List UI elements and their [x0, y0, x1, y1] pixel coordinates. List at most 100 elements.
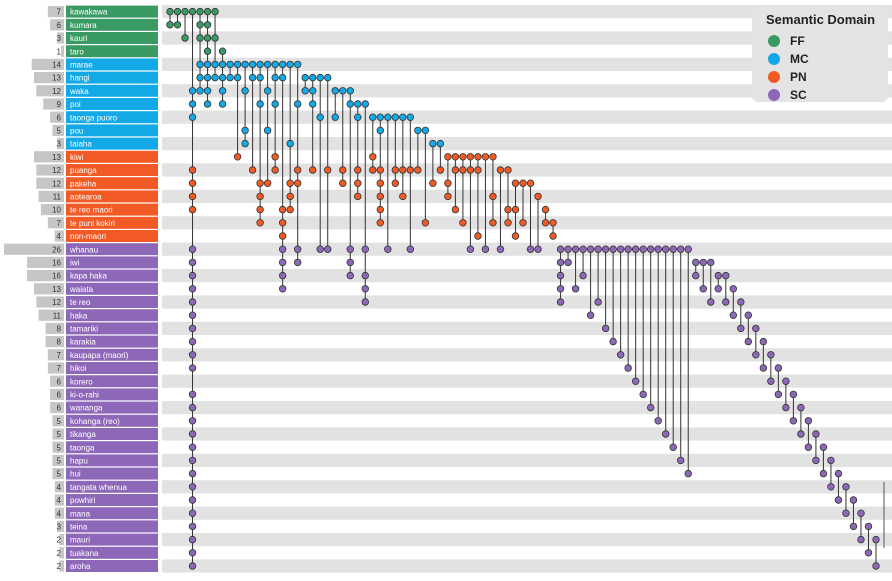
intersection-dot [324, 73, 332, 82]
term-bar-te-puni-kokiri [66, 216, 158, 229]
row-stripe [162, 427, 892, 441]
term-label-puanga: puanga [70, 166, 97, 175]
intersection-dot [263, 60, 272, 69]
term-bar-korero [66, 375, 158, 388]
term-bar-hui [66, 467, 158, 480]
intersection-dot [459, 166, 467, 174]
term-label-kawakawa: kawakawa [70, 8, 108, 17]
intersection-column [406, 113, 415, 253]
intersection-dot [233, 60, 242, 69]
intersection-dot [646, 245, 655, 253]
term-label-whanau: whanau [69, 245, 98, 254]
intersection-column [857, 509, 865, 544]
intersection-column [624, 245, 632, 372]
legend: Semantic Domain FF MC PN SC [752, 6, 888, 102]
count-bar-aroha [59, 560, 64, 572]
intersection-dot [271, 60, 279, 69]
intersection-dot [459, 153, 467, 161]
intersection-dot [519, 219, 527, 227]
intersection-dot [699, 258, 707, 267]
term-bar-kaupapa-maori [66, 348, 158, 361]
intersection-dot [662, 245, 670, 253]
term-label-tangata-whenua: tangata whenua [70, 483, 127, 492]
intersection-dot [181, 34, 189, 42]
legend-title: Semantic Domain [766, 12, 876, 27]
intersection-dot [406, 113, 415, 121]
count-bar-tuakana [59, 547, 64, 559]
row-stripe [162, 348, 892, 362]
count-label-tuakana: 2 [57, 549, 62, 558]
intersection-dot [188, 430, 197, 438]
term-label-taonga: taonga [70, 443, 95, 452]
term-bar-pou [66, 124, 158, 137]
intersection-dot [361, 298, 369, 306]
intersection-column [361, 100, 369, 306]
count-label-te-reo: 12 [52, 298, 61, 307]
intersection-dot [504, 219, 512, 227]
intersection-dot [309, 87, 317, 95]
intersection-dot [729, 311, 737, 319]
intersection-column [849, 496, 858, 531]
intersection-dot [361, 100, 369, 108]
intersection-column [241, 60, 249, 148]
term-label-hangi: hangi [70, 74, 90, 83]
intersection-dot [804, 417, 813, 425]
intersection-column [737, 298, 745, 333]
intersection-column [263, 60, 272, 187]
intersection-column [797, 403, 805, 438]
intersection-dot [827, 483, 835, 491]
intersection-dot [188, 403, 197, 412]
intersection-dot [346, 87, 354, 95]
intersection-dot [519, 179, 527, 187]
intersection-dot [639, 245, 647, 253]
intersection-column [556, 245, 565, 306]
intersection-dot [579, 245, 587, 253]
intersection-dot [849, 496, 858, 504]
intersection-dot [256, 73, 264, 82]
intersection-column [631, 245, 640, 385]
term-bar-kawakawa [66, 5, 158, 18]
intersection-column [188, 7, 197, 570]
intersection-dot [376, 113, 384, 121]
intersection-dot [549, 232, 557, 240]
intersection-dot [436, 166, 445, 174]
intersection-dot [286, 179, 294, 187]
intersection-dot [331, 113, 339, 121]
intersection-column [819, 443, 828, 478]
intersection-dot [188, 311, 197, 319]
term-label-kiwi: kiwi [70, 153, 84, 162]
count-label-taonga-puoro: 6 [57, 113, 62, 122]
intersection-dot [722, 271, 730, 280]
intersection-dot [286, 192, 294, 201]
intersection-dot [346, 258, 354, 267]
intersection-dot [203, 73, 212, 82]
intersection-dot [556, 271, 565, 280]
term-bar-kiwi [66, 150, 158, 163]
intersection-dot [556, 285, 565, 293]
count-label-tangata-whenua: 4 [57, 483, 62, 492]
term-bar-taonga [66, 441, 158, 454]
intersection-dot [526, 179, 535, 187]
legend-swatch-mc [768, 53, 780, 65]
intersection-dot [293, 179, 302, 187]
intersection-dot [834, 469, 843, 478]
intersection-dot [646, 403, 655, 412]
intersection-column [181, 7, 189, 42]
count-bar-tamariki [45, 322, 64, 334]
intersection-dot [684, 245, 692, 253]
count-label-hikoi: 7 [57, 364, 62, 373]
count-label-powhiri: 4 [57, 496, 62, 505]
term-bar-taiaha [66, 137, 158, 150]
term-bar-hangi [66, 71, 158, 84]
intersection-dot [466, 245, 475, 253]
legend-swatch-sc [768, 89, 780, 101]
intersection-column [767, 351, 775, 385]
count-label-tikanga: 5 [57, 430, 62, 439]
intersection-dot [211, 34, 219, 42]
intersection-dot [316, 245, 324, 253]
intersection-dot [444, 192, 452, 201]
intersection-dot [354, 192, 362, 201]
intersection-dot [489, 192, 497, 201]
intersection-dot [188, 113, 197, 121]
intersection-column [286, 60, 294, 214]
